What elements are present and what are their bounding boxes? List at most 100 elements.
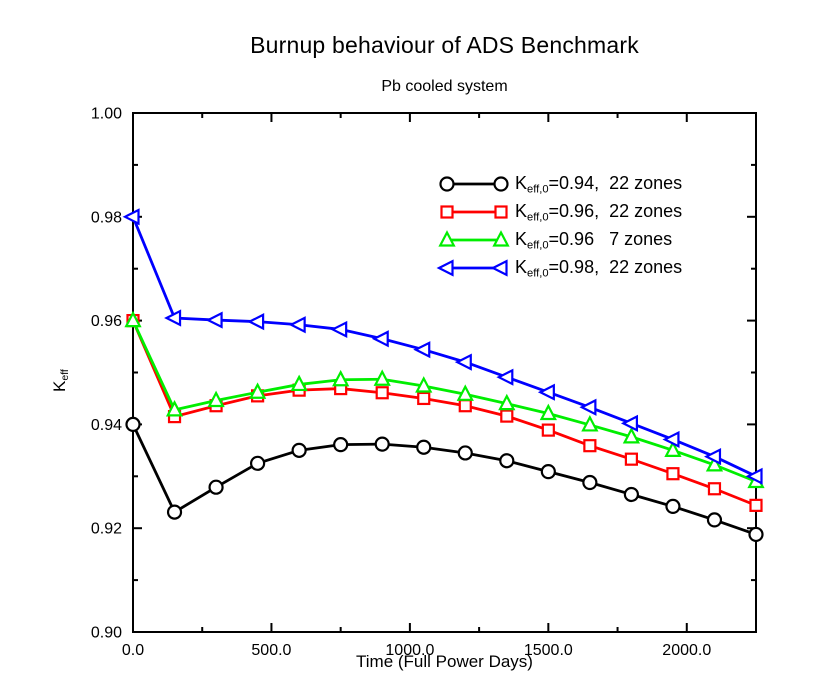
- data-point-marker: [706, 512, 723, 528]
- data-point-marker: [166, 504, 183, 520]
- data-point-marker: [373, 369, 391, 386]
- legend-entry-3: Keff,0=0.98, 22 zones: [436, 254, 682, 282]
- data-point-marker: [208, 479, 224, 495]
- data-point-marker: [664, 440, 682, 457]
- series-line: [131, 423, 757, 536]
- data-point-marker: [499, 453, 515, 469]
- data-point-marker: [583, 439, 597, 453]
- data-point-marker: [490, 259, 508, 277]
- data-point-marker: [247, 313, 265, 331]
- legend-swatch: [436, 259, 508, 277]
- data-point-marker: [248, 382, 267, 399]
- data-point-marker: [666, 467, 680, 481]
- data-point-marker: [333, 437, 349, 453]
- series-line: [131, 320, 757, 507]
- data-point-marker: [500, 409, 514, 423]
- y-axis-label: Keff: [50, 369, 71, 392]
- y-tick-label: 0.96: [91, 313, 122, 330]
- chart-subtitle: Pb cooled system: [381, 78, 508, 95]
- data-point-marker: [440, 205, 454, 219]
- x-tick-label: 1000.0: [385, 642, 434, 659]
- y-axis-label-subscript: eff: [59, 369, 72, 381]
- data-point-marker: [290, 374, 308, 392]
- data-point-marker: [620, 414, 639, 432]
- legend-label: Keff,0=0.94, 22 zones: [515, 172, 683, 196]
- data-point-marker: [537, 383, 555, 401]
- y-tick-label: 0.92: [91, 521, 122, 538]
- chart-title: Burnup behaviour of ADS Benchmark: [250, 32, 639, 58]
- legend-swatch: [438, 230, 510, 247]
- data-point-marker: [457, 445, 473, 461]
- data-point-marker: [124, 310, 142, 328]
- series-line: [131, 320, 757, 483]
- data-point-marker: [374, 436, 390, 452]
- data-point-marker: [456, 384, 474, 401]
- legend-label: Keff,0=0.96 7 zones: [515, 228, 673, 252]
- data-point-marker: [416, 439, 432, 455]
- x-tick-label: 2000.0: [662, 642, 711, 659]
- y-axis-label-base: K: [50, 380, 69, 392]
- data-point-marker: [165, 399, 184, 417]
- data-point-marker: [749, 498, 763, 512]
- legend-entry-2: Keff,0=0.96 7 zones: [436, 226, 682, 254]
- data-point-marker: [662, 430, 680, 449]
- y-tick-label: 0.90: [91, 625, 122, 642]
- y-tick-label: 0.98: [91, 209, 122, 226]
- data-point-marker: [539, 403, 557, 421]
- data-point-marker: [291, 442, 307, 458]
- series-3: [122, 208, 763, 485]
- data-point-marker: [492, 230, 510, 247]
- data-point-marker: [413, 341, 431, 359]
- data-point-marker: [541, 423, 555, 437]
- data-point-marker: [498, 393, 516, 411]
- legend-swatch: [440, 205, 508, 219]
- data-point-marker: [438, 230, 456, 247]
- data-point-marker: [122, 208, 140, 226]
- legend-entry-0: Keff,0=0.94, 22 zones: [436, 170, 682, 198]
- data-point-marker: [332, 369, 350, 387]
- series-1: [126, 314, 763, 512]
- x-tick-label: 0.0: [122, 642, 144, 659]
- legend-entry-1: Keff,0=0.96, 22 zones: [436, 198, 682, 226]
- data-point-marker: [288, 316, 306, 334]
- data-point-marker: [704, 447, 722, 466]
- data-point-marker: [415, 376, 433, 393]
- x-axis-label: Time (Full Power Days): [356, 652, 533, 671]
- data-point-marker: [436, 259, 454, 277]
- data-point-marker: [540, 464, 556, 480]
- data-point-marker: [493, 176, 509, 192]
- data-point-marker: [579, 398, 597, 416]
- series-0: [125, 416, 764, 543]
- data-point-marker: [417, 391, 431, 406]
- legend-swatch: [439, 176, 509, 192]
- data-point-marker: [748, 526, 764, 543]
- data-point-marker: [125, 416, 141, 432]
- data-point-marker: [458, 399, 472, 413]
- data-point-marker: [624, 452, 639, 466]
- legend-label: Keff,0=0.96, 22 zones: [515, 200, 683, 224]
- data-point-marker: [250, 455, 266, 471]
- series-2: [124, 310, 765, 489]
- legend-label: Keff,0=0.98, 22 zones: [515, 256, 683, 280]
- data-point-marker: [164, 309, 182, 327]
- data-point-marker: [582, 474, 598, 491]
- data-point-marker: [494, 205, 508, 219]
- data-point-marker: [623, 486, 640, 503]
- legend: Keff,0=0.94, 22 zones Keff,0=0.96, 22 zon…: [436, 170, 682, 282]
- data-point-marker: [454, 353, 472, 371]
- data-point-marker: [439, 176, 455, 192]
- data-point-marker: [581, 415, 599, 432]
- data-point-marker: [665, 498, 681, 515]
- data-point-marker: [375, 386, 389, 400]
- data-point-marker: [622, 426, 641, 444]
- y-tick-label: 0.94: [91, 417, 122, 434]
- x-tick-label: 500.0: [251, 642, 291, 659]
- y-tick-label: 1.00: [91, 106, 122, 123]
- data-point-marker: [707, 482, 722, 496]
- series-line: [131, 216, 757, 478]
- data-point-marker: [705, 455, 724, 472]
- data-point-marker: [496, 368, 514, 386]
- data-point-marker: [371, 330, 389, 348]
